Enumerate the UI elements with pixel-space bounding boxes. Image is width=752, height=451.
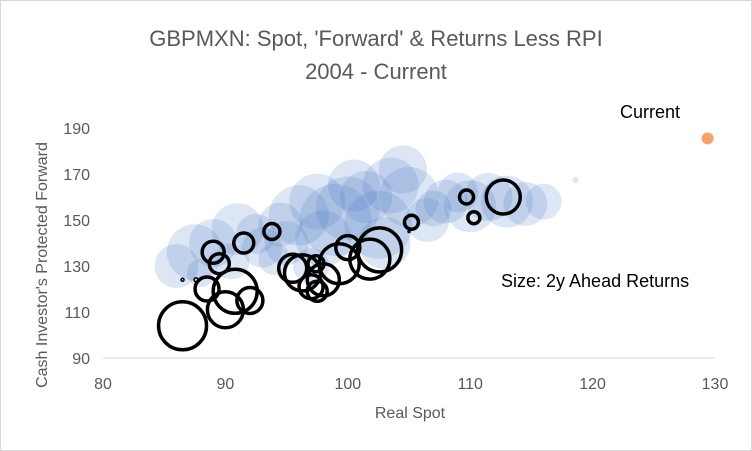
future-return-ring xyxy=(180,277,185,283)
x-tick-label: 100 xyxy=(334,376,361,393)
history-bubble xyxy=(444,180,497,233)
x-tick-label: 80 xyxy=(94,376,112,393)
future-return-ring xyxy=(306,253,326,274)
history-bubble xyxy=(268,185,329,246)
future-return-ring xyxy=(457,188,476,206)
history-bubble xyxy=(423,179,468,224)
future-return-ring xyxy=(193,277,199,283)
future-return-ring xyxy=(305,279,329,304)
history-bubble xyxy=(258,243,291,276)
history-bubble xyxy=(258,202,303,247)
history-bubble xyxy=(358,217,411,269)
future-return-ring xyxy=(205,289,246,330)
future-return-ring xyxy=(317,241,361,286)
history-bubble xyxy=(362,157,419,214)
future-return-ring xyxy=(232,231,256,255)
history-bubble xyxy=(503,181,548,226)
history-bubble xyxy=(572,176,579,183)
future-return-ring xyxy=(262,221,282,242)
current-point xyxy=(701,132,714,145)
y-tick-label: 150 xyxy=(63,213,90,230)
history-bubble xyxy=(289,173,346,230)
future-returns-ring-series xyxy=(156,178,522,352)
y-axis-label: Cash Investor's Protected Forward xyxy=(34,142,51,388)
y-tick-label: 110 xyxy=(64,305,90,322)
y-tick-label: 130 xyxy=(63,259,90,276)
future-return-ring xyxy=(235,285,265,316)
x-tick-label: 90 xyxy=(217,376,235,393)
chart-title-line-1: GBPMXN: Spot, 'Forward' & Returns Less R… xyxy=(149,26,602,51)
history-bubble xyxy=(464,173,513,221)
future-return-ring xyxy=(348,237,392,281)
future-return-ring xyxy=(334,233,362,262)
history-bubble xyxy=(379,167,439,227)
history-bubble xyxy=(327,159,380,212)
history-bubble xyxy=(405,198,450,242)
current-label: Current xyxy=(620,102,680,122)
chart-title-line-2: 2004 - Current xyxy=(305,59,447,84)
current-point-layer xyxy=(701,132,714,145)
y-tick-label: 190 xyxy=(63,121,90,138)
future-return-ring xyxy=(402,213,421,232)
history-bubble xyxy=(340,171,393,223)
future-return-ring xyxy=(193,275,221,303)
history-bubble xyxy=(525,183,562,220)
history-bubble xyxy=(315,176,380,241)
future-return-ring xyxy=(200,239,226,265)
future-return-ring xyxy=(156,300,209,352)
x-tick-label: 110 xyxy=(457,376,483,393)
y-tick-label: 90 xyxy=(72,351,90,368)
y-axis-tick-labels: 90 110 130 150 170 190 xyxy=(63,121,90,368)
x-tick-label: 130 xyxy=(702,376,729,393)
future-return-ring xyxy=(355,226,404,274)
history-bubble xyxy=(211,203,264,256)
x-tick-label: 120 xyxy=(579,376,606,393)
size-legend-label: Size: 2y Ahead Returns xyxy=(501,271,689,291)
future-return-ring xyxy=(276,252,309,285)
x-axis-tick-labels: 80 90 100 110 120 130 xyxy=(94,376,728,393)
history-bubble xyxy=(378,145,427,194)
future-return-ring xyxy=(407,229,411,234)
y-tick-label: 170 xyxy=(63,167,90,184)
history-bubble xyxy=(415,190,452,227)
future-return-ring xyxy=(484,178,522,216)
history-bubble xyxy=(154,244,199,288)
x-axis-label: Real Spot xyxy=(375,405,446,422)
future-return-ring xyxy=(466,209,482,226)
